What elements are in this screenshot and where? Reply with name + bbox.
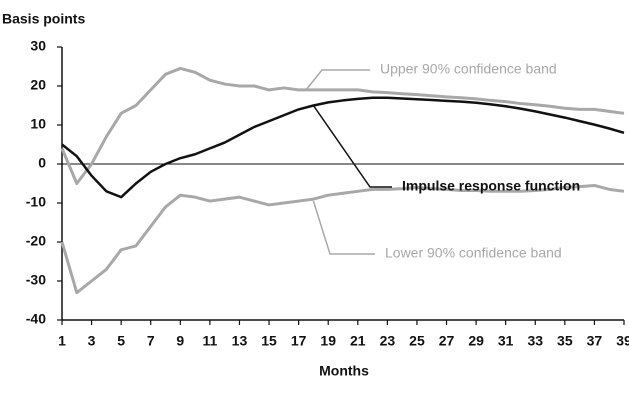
y-tick-label: 20 bbox=[30, 77, 46, 93]
y-tick-label: 10 bbox=[30, 116, 46, 132]
x-tick-label: 1 bbox=[58, 333, 66, 349]
x-tick-label: 11 bbox=[202, 333, 217, 349]
x-tick-label: 39 bbox=[616, 333, 629, 349]
x-tick-label: 29 bbox=[468, 333, 484, 349]
x-tick-label: 17 bbox=[291, 333, 307, 349]
x-tick-label: 15 bbox=[261, 333, 277, 349]
x-tick-label: 7 bbox=[147, 333, 155, 349]
x-tick-label: 35 bbox=[557, 333, 573, 349]
y-tick-label: -40 bbox=[26, 311, 46, 327]
x-tick-label: 3 bbox=[88, 333, 96, 349]
x-tick-label: 23 bbox=[380, 333, 396, 349]
y-tick-label: 30 bbox=[30, 38, 46, 54]
x-tick-label: 33 bbox=[527, 333, 543, 349]
leader-line bbox=[305, 69, 370, 91]
series-label: Lower 90% confidence band bbox=[385, 245, 562, 261]
y-tick-label: 0 bbox=[38, 155, 46, 171]
series-line bbox=[60, 183, 625, 295]
leader-line bbox=[312, 105, 392, 188]
x-tick-label: 21 bbox=[350, 333, 366, 349]
x-axis-label: Months bbox=[319, 363, 369, 379]
x-tick-label: 19 bbox=[320, 333, 336, 349]
series-line bbox=[60, 66, 625, 185]
x-tick-label: 25 bbox=[409, 333, 425, 349]
x-tick-label: 37 bbox=[587, 333, 603, 349]
series-label: Upper 90% confidence band bbox=[380, 61, 557, 77]
leader-line bbox=[312, 200, 375, 255]
series-label: Impulse response function bbox=[402, 178, 580, 194]
x-tick-label: 13 bbox=[232, 333, 248, 349]
series-line bbox=[61, 96, 625, 199]
x-tick-label: 27 bbox=[439, 333, 455, 349]
y-axis-label: Basis points bbox=[2, 11, 85, 27]
x-tick-label: 5 bbox=[117, 333, 125, 349]
y-tick-label: -10 bbox=[26, 194, 46, 210]
y-tick-label: -30 bbox=[26, 272, 46, 288]
x-tick-label: 31 bbox=[498, 333, 514, 349]
x-tick-label: 9 bbox=[176, 333, 184, 349]
y-tick-label: -20 bbox=[26, 233, 46, 249]
